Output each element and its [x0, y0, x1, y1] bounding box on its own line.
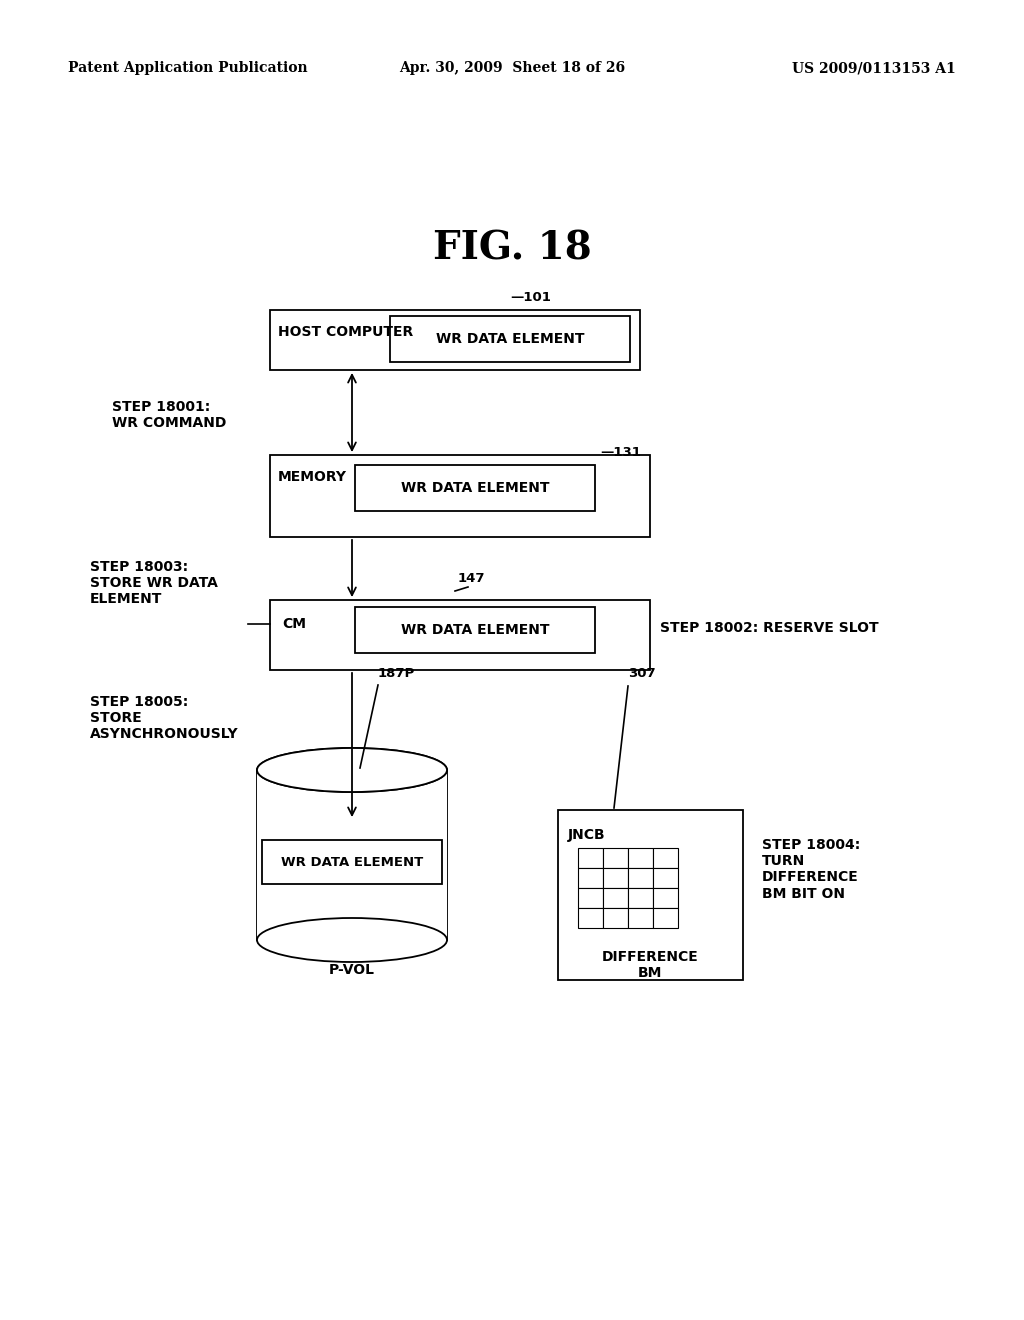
- Bar: [653, 869, 678, 888]
- Bar: [558, 810, 743, 979]
- Text: DIFFERENCE
BM: DIFFERENCE BM: [602, 950, 698, 981]
- Text: STEP 18001:
WR COMMAND: STEP 18001: WR COMMAND: [112, 400, 226, 430]
- Text: STEP 18002: RESERVE SLOT: STEP 18002: RESERVE SLOT: [660, 620, 879, 635]
- Bar: [578, 847, 603, 869]
- Text: STEP 18004:
TURN
DIFFERENCE
BM BIT ON: STEP 18004: TURN DIFFERENCE BM BIT ON: [762, 838, 860, 900]
- Ellipse shape: [257, 748, 447, 792]
- Text: Apr. 30, 2009  Sheet 18 of 26: Apr. 30, 2009 Sheet 18 of 26: [399, 61, 625, 75]
- Bar: [578, 908, 603, 928]
- Text: 147: 147: [458, 572, 485, 585]
- Text: WR DATA ELEMENT: WR DATA ELEMENT: [281, 855, 423, 869]
- Ellipse shape: [257, 917, 447, 962]
- Text: P-VOL: P-VOL: [329, 964, 375, 977]
- Bar: [653, 847, 678, 869]
- Text: STEP 18003:
STORE WR DATA
ELEMENT: STEP 18003: STORE WR DATA ELEMENT: [90, 560, 218, 606]
- Text: HOST COMPUTER: HOST COMPUTER: [278, 325, 414, 339]
- Text: MEMORY: MEMORY: [278, 470, 347, 484]
- Bar: [603, 869, 628, 888]
- Bar: [653, 888, 678, 908]
- Text: WR DATA ELEMENT: WR DATA ELEMENT: [400, 623, 549, 638]
- Bar: [270, 601, 650, 671]
- Bar: [355, 607, 595, 653]
- Bar: [390, 315, 630, 362]
- Text: 307: 307: [628, 667, 655, 680]
- Bar: [257, 770, 447, 940]
- Bar: [653, 908, 678, 928]
- Text: Patent Application Publication: Patent Application Publication: [68, 61, 307, 75]
- Bar: [603, 888, 628, 908]
- Text: —101: —101: [510, 290, 551, 304]
- Bar: [603, 908, 628, 928]
- Text: WR DATA ELEMENT: WR DATA ELEMENT: [436, 333, 585, 346]
- Bar: [355, 465, 595, 511]
- Bar: [628, 869, 653, 888]
- Bar: [578, 869, 603, 888]
- Bar: [262, 840, 442, 884]
- Text: JNCB: JNCB: [568, 828, 605, 842]
- Bar: [628, 847, 653, 869]
- Bar: [270, 310, 640, 370]
- Text: US 2009/0113153 A1: US 2009/0113153 A1: [793, 61, 956, 75]
- Bar: [628, 908, 653, 928]
- Bar: [578, 888, 603, 908]
- Text: CM: CM: [282, 616, 306, 631]
- Text: 187P: 187P: [378, 667, 416, 680]
- Bar: [628, 888, 653, 908]
- Text: FIG. 18: FIG. 18: [432, 228, 592, 267]
- Ellipse shape: [257, 748, 447, 792]
- Text: —131: —131: [600, 446, 641, 459]
- Text: WR DATA ELEMENT: WR DATA ELEMENT: [400, 480, 549, 495]
- Text: STEP 18005:
STORE
ASYNCHRONOUSLY: STEP 18005: STORE ASYNCHRONOUSLY: [90, 696, 239, 742]
- Bar: [603, 847, 628, 869]
- Bar: [270, 455, 650, 537]
